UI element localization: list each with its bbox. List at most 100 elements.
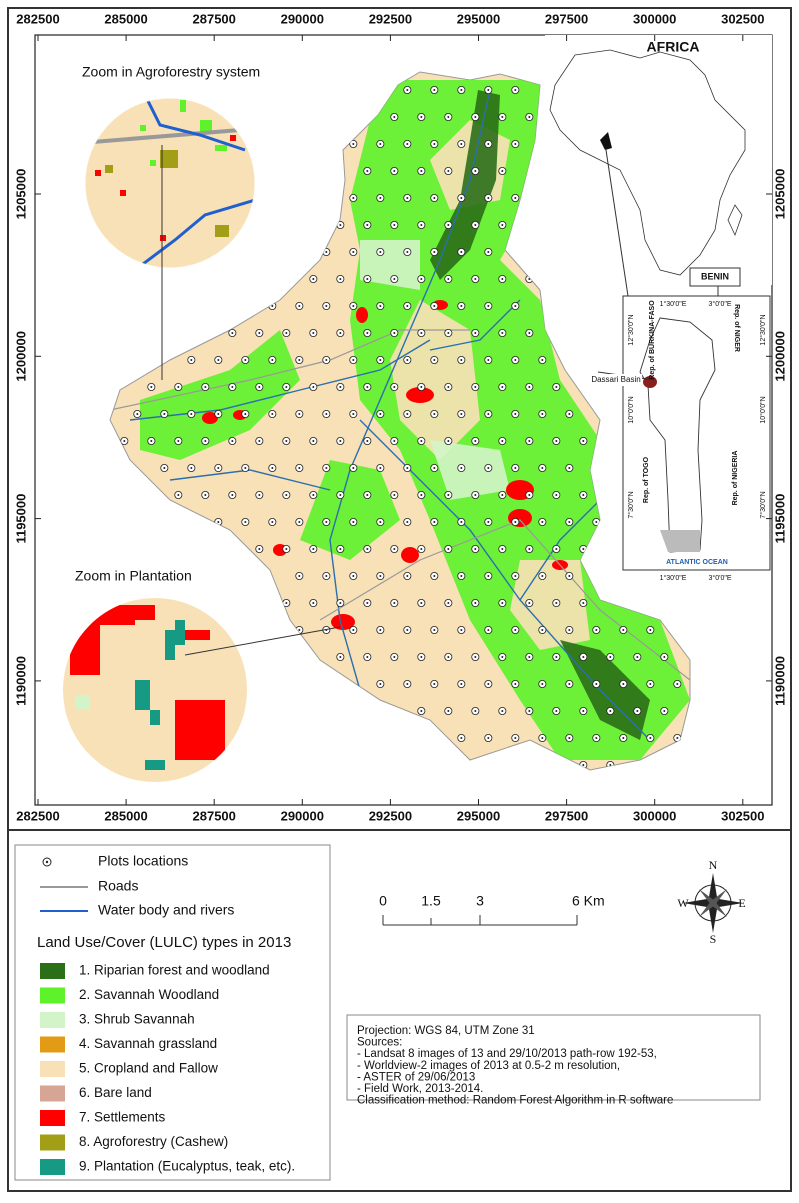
plot-point-dot [298, 521, 301, 523]
legend-label: 7. Settlements [79, 1110, 166, 1125]
zoom-pointer [184, 626, 341, 656]
plot-point-dot [379, 575, 382, 577]
legend-label: 5. Cropland and Fallow [79, 1061, 218, 1076]
plot-point-dot [514, 467, 517, 469]
plot-point-dot [487, 251, 490, 253]
land-cover-patch [430, 440, 510, 500]
plot-point-dot [231, 386, 234, 388]
plot-point-dot [312, 332, 315, 334]
plot-point-dot [352, 305, 355, 307]
zoom-pixel [95, 170, 101, 176]
plot-point-dot [447, 386, 450, 388]
plot-point-dot [258, 332, 261, 334]
plot-point-dot [433, 89, 436, 91]
zoom-agroforestry [85, 98, 255, 268]
benin-locator [600, 132, 612, 150]
plot-point-dot [447, 494, 450, 496]
plot-point-dot [501, 548, 504, 550]
plot-point-dot [595, 629, 598, 631]
plot-point-dot [447, 656, 450, 658]
x-tick-label: 292500 [369, 808, 412, 823]
plot-point-dot [258, 548, 261, 550]
plot-point-dot [568, 629, 571, 631]
plot-point-dot [366, 656, 369, 658]
africa-outline [549, 49, 746, 276]
x-tick-label: 290000 [281, 808, 324, 823]
plot-point-dot [393, 116, 396, 118]
plot-point-dot [204, 494, 207, 496]
plot-point-dot [541, 575, 544, 577]
plot-point-dot [433, 251, 436, 253]
plot-point-dot [501, 170, 504, 172]
legend-swatch [40, 1012, 65, 1028]
plot-point-dot [649, 683, 652, 685]
legend-swatch [40, 1085, 65, 1102]
plot-point-dot [325, 575, 328, 577]
plot-point-dot [622, 683, 625, 685]
river [169, 469, 331, 491]
plot-point-dot [528, 656, 531, 658]
plot-point-dot [406, 305, 409, 307]
plot-point-dot [339, 278, 342, 280]
plot-point-dot [595, 737, 598, 739]
plot-point-dot [366, 602, 369, 604]
plot-point-dot [433, 521, 436, 523]
plot-point-dot [393, 170, 396, 172]
plot-point-dot [487, 197, 490, 199]
river [429, 299, 521, 351]
x-tick-label: 295000 [457, 808, 500, 823]
plot-point-dot [312, 278, 315, 280]
plot-point-dot [541, 467, 544, 469]
plot-point-dot [352, 629, 355, 631]
plot-point-dot [244, 413, 247, 415]
zoom-pixel [165, 630, 175, 660]
plot-point-dot [352, 143, 355, 145]
plot-point-dot [460, 197, 463, 199]
plot-point-dot [379, 359, 382, 361]
legend-label: 4. Savannah grassland [79, 1036, 217, 1051]
plot-point-dot [312, 548, 315, 550]
zoom-pixel [185, 630, 210, 640]
plot-point-dot [514, 683, 517, 685]
plot-point-dot [420, 494, 423, 496]
plot-point-dot [420, 440, 423, 442]
plot-point-dot [514, 575, 517, 577]
plot-point-dot [474, 332, 477, 334]
plot-point-dot [609, 710, 612, 712]
plot-point-dot [366, 278, 369, 280]
compass-star [699, 889, 727, 917]
plot-point-dot [163, 413, 166, 415]
zoom-pixel [175, 620, 185, 645]
x-tick-label: 292500 [369, 11, 412, 26]
legend-swatch [40, 1134, 65, 1151]
plot-point-dot [501, 224, 504, 226]
land-cover-patch [430, 90, 500, 280]
plot-point-dot [474, 494, 477, 496]
plot-point-dot [514, 629, 517, 631]
plot-point-dot [447, 440, 450, 442]
lat-label: 7°30'0"N [627, 491, 635, 518]
plot-point-dot [474, 602, 477, 604]
plot-point-dot [271, 467, 274, 469]
plot-point-dot [325, 413, 328, 415]
plot-point-dot [379, 305, 382, 307]
plot-point-dot [501, 656, 504, 658]
zoom-pixel [140, 125, 146, 131]
plot-point-dot [474, 278, 477, 280]
plot-point-dot [298, 413, 301, 415]
plot-point-dot [285, 332, 288, 334]
plot-point-dot [541, 359, 544, 361]
plot-point-dot [460, 143, 463, 145]
plot-point-dot [406, 89, 409, 91]
x-tick-label: 282500 [16, 11, 59, 26]
plot-point-dot [663, 656, 666, 658]
plot-point-dot [420, 116, 423, 118]
note-line: - Landsat 8 images of 13 and 29/10/2013 … [357, 1048, 657, 1060]
plot-point-dot [406, 359, 409, 361]
lat-label: 12°30'0"N [627, 314, 635, 345]
notes-box [346, 1014, 761, 1101]
legend-swatch [40, 1110, 65, 1126]
plot-point-dot [541, 521, 544, 523]
plot-point-dot [312, 602, 315, 604]
note-line: Classification method: Random Forest Alg… [357, 1095, 673, 1107]
